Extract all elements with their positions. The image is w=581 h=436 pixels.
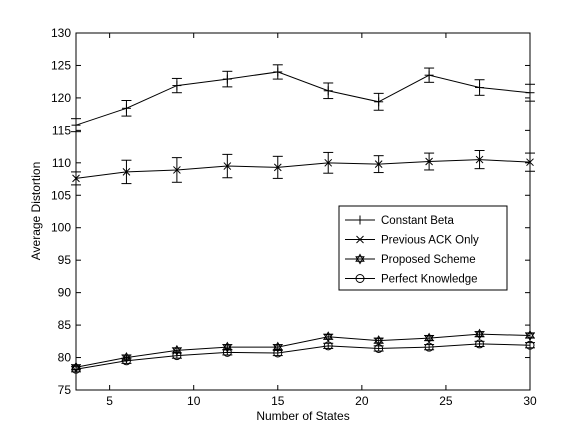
data-point	[374, 97, 384, 107]
y-tick-label: 125	[51, 58, 71, 72]
data-point	[72, 174, 80, 183]
legend-label: Previous ACK Only	[381, 235, 479, 247]
data-point	[474, 328, 485, 340]
data-point	[374, 160, 383, 168]
data-point	[373, 335, 384, 347]
data-point	[222, 347, 232, 357]
y-tick-label: 80	[58, 351, 72, 365]
y-tick-label: 85	[58, 318, 72, 332]
data-point	[324, 158, 333, 167]
y-axis-label: Average Distortion	[29, 162, 43, 261]
legend-label: Proposed Scheme	[381, 254, 476, 266]
y-tick-label: 105	[51, 188, 71, 202]
x-tick-label: 5	[106, 394, 113, 408]
x-axis-label: Number of States	[256, 409, 349, 423]
y-tick-label: 90	[58, 286, 72, 300]
data-point	[71, 120, 81, 130]
axis-ticks: 5 10 15 20 25 30 75 80 85 90 95 100 105 110 115 120 125 1…	[51, 26, 537, 408]
series-group	[71, 64, 535, 374]
legend-label: Perfect Knowledge	[381, 274, 478, 286]
data-point	[525, 88, 535, 98]
y-tick-label: 100	[51, 221, 71, 235]
data-point	[273, 348, 283, 358]
data-point	[525, 340, 535, 350]
data-point	[172, 351, 182, 361]
data-point	[172, 81, 182, 91]
data-point	[526, 158, 534, 167]
data-point	[323, 341, 333, 351]
data-point	[475, 83, 485, 93]
series-line	[75, 159, 531, 179]
series-previous-ack-only	[71, 149, 535, 186]
x-tick-label: 25	[439, 394, 453, 408]
data-point	[122, 168, 131, 176]
series-perfect-knowledge	[71, 339, 535, 374]
y-tick-label: 130	[51, 26, 71, 40]
data-point	[121, 356, 131, 366]
data-point	[223, 162, 232, 170]
legend-item: Constant Beta	[345, 215, 454, 227]
data-point	[173, 166, 181, 174]
legend-label: Constant Beta	[381, 215, 454, 227]
data-point	[71, 364, 81, 374]
data-point	[273, 67, 283, 77]
data-point	[356, 235, 364, 244]
y-tick-label: 120	[51, 91, 71, 105]
data-point	[323, 86, 333, 96]
data-point	[425, 157, 433, 166]
data-point	[121, 103, 131, 113]
data-point	[424, 70, 434, 80]
y-tick-label: 75	[58, 383, 72, 397]
data-point	[424, 332, 434, 344]
legend-item: Previous ACK Only	[345, 235, 479, 247]
y-tick-label: 115	[52, 123, 71, 137]
data-point	[273, 163, 282, 172]
x-tick-label: 20	[355, 394, 369, 408]
data-point	[323, 331, 333, 343]
data-point	[525, 329, 535, 341]
x-tick-label: 30	[523, 394, 537, 408]
series-line	[75, 71, 531, 126]
x-tick-label: 15	[271, 394, 285, 408]
legend: Constant Beta Previous ACK Only Proposed S…	[338, 205, 508, 291]
data-point	[374, 343, 384, 353]
data-point	[222, 74, 232, 84]
data-point	[475, 339, 485, 349]
data-point	[355, 274, 365, 283]
series-constant-beta	[71, 64, 535, 133]
x-tick-label: 10	[187, 394, 201, 408]
legend-item: Perfect Knowledge	[345, 274, 478, 286]
data-point	[355, 253, 365, 265]
data-point	[424, 342, 434, 352]
data-point	[355, 215, 365, 225]
y-tick-label: 110	[52, 156, 71, 170]
legend-item: Proposed Scheme	[345, 253, 476, 266]
data-point	[475, 155, 484, 164]
series-line	[75, 343, 531, 370]
y-tick-label: 95	[58, 253, 72, 267]
series-line	[75, 333, 531, 368]
